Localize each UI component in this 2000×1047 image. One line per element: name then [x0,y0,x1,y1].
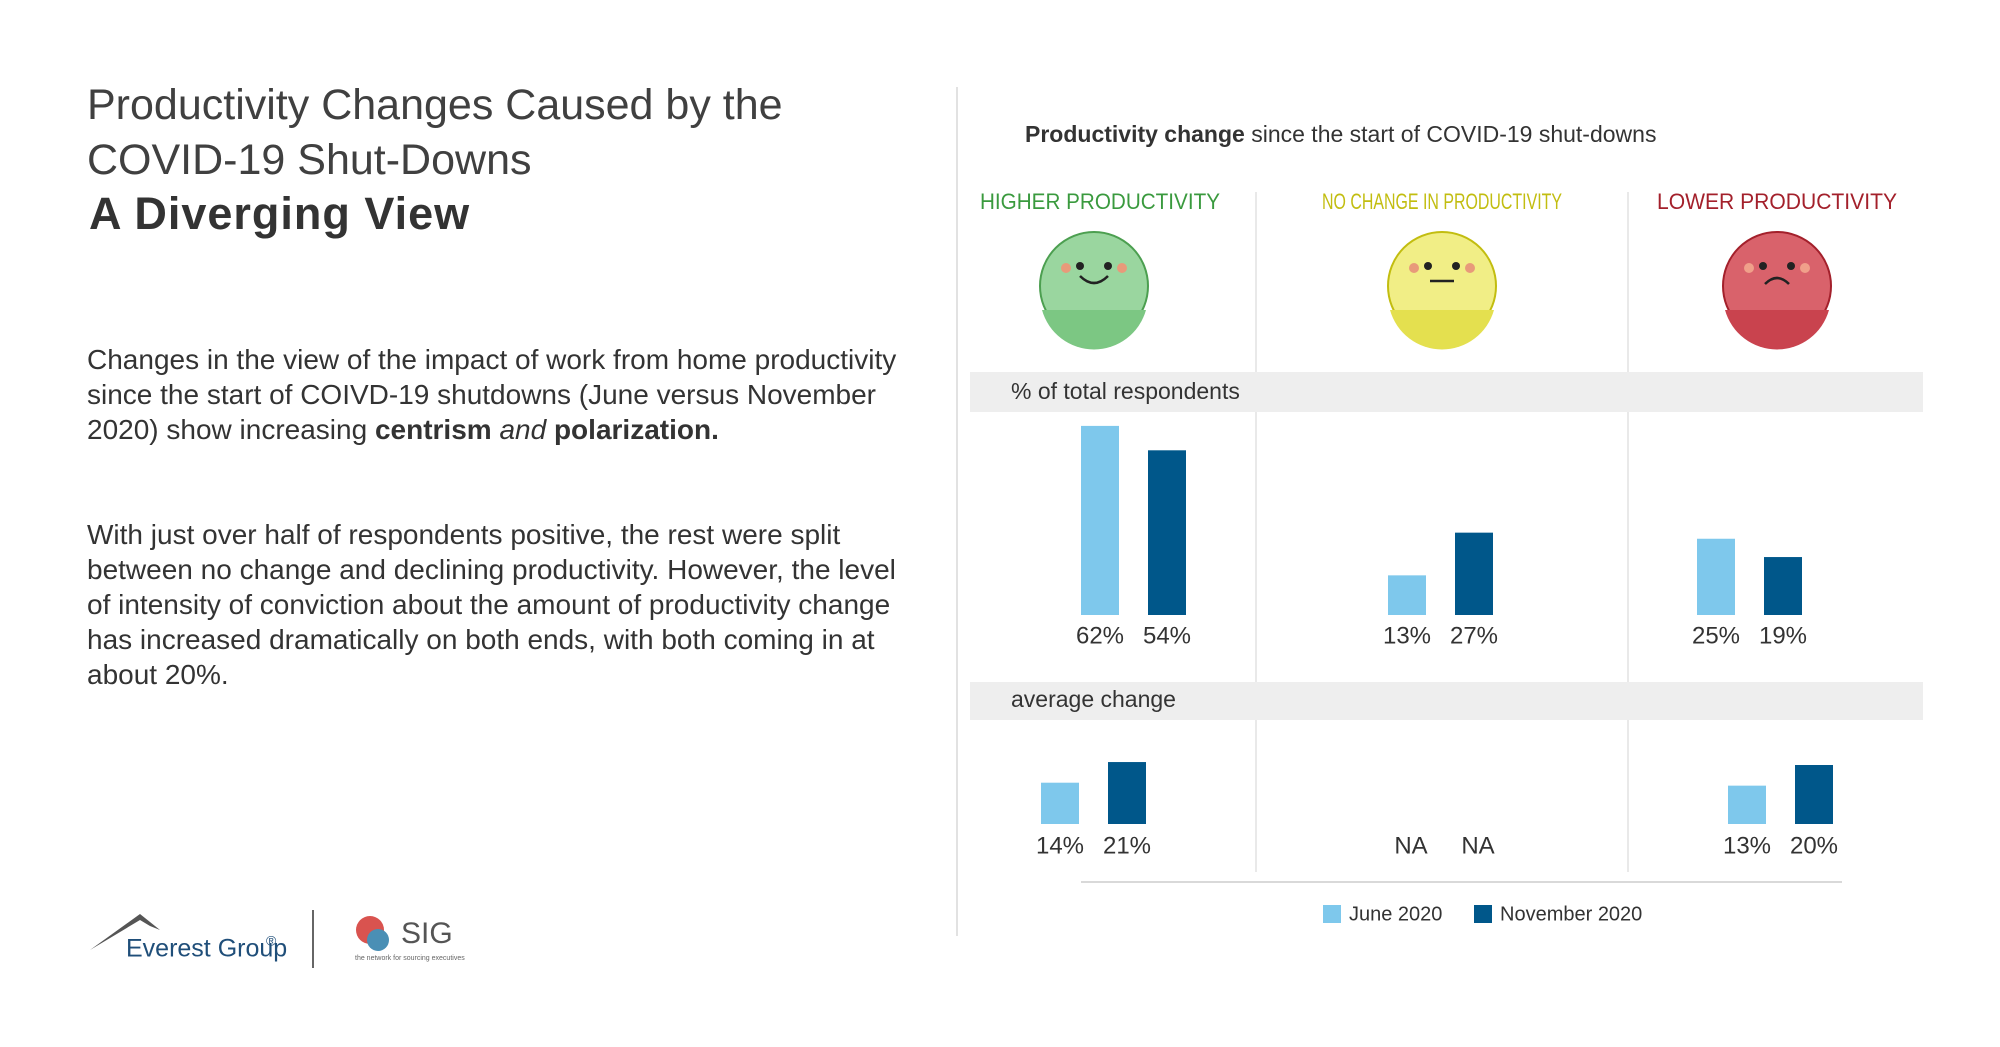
bar [1041,782,1079,824]
bar [1697,538,1735,615]
chart-title-bold: Productivity change [1025,121,1245,147]
value-label: 27% [1450,622,1498,649]
value-label: 19% [1759,622,1807,649]
logo-tagline: the network for sourcing executives [355,955,465,962]
page-subtitle: A Diverging View [89,188,471,239]
bar [1148,450,1186,615]
section-band [970,682,1923,720]
legend-swatch [1474,905,1492,923]
category-header: HIGHER PRODUCTIVITY [980,189,1220,214]
bar [1795,765,1833,824]
neutral-face [1387,231,1497,350]
value-label: 13% [1383,622,1431,649]
legend-label: June 2020 [1349,903,1442,925]
bar [1728,785,1766,824]
logo-mark: ® [266,933,277,949]
sad-face [1722,231,1832,350]
value-label: 20% [1790,832,1838,859]
sig-logo: SIG the network for sourcing executives [355,916,465,962]
everest-logo: Everest Group ® [90,914,287,963]
bar [1108,762,1146,824]
value-label: 62% [1076,622,1124,649]
bar [1764,557,1802,615]
paragraph: With just over half of respondents posit… [87,519,896,690]
value-label: 25% [1692,622,1740,649]
text: Changes in the view of the impact of wor… [87,344,897,445]
paragraph: Changes in the view of the impact of wor… [87,342,907,447]
value-label: NA [1461,832,1494,859]
section-label: average change [1011,686,1176,712]
logo-text: SIG [401,917,453,950]
section-label: % of total respondents [1011,378,1240,404]
value-label: 54% [1143,622,1191,649]
value-label: 21% [1103,832,1151,859]
bar [1081,425,1119,615]
legend-label: November 2020 [1500,903,1642,925]
category-header: NO CHANGE IN PRODUCTIVITY [1322,189,1562,214]
logo-text: Everest Group [126,935,287,963]
bold-text: centrism [374,414,492,445]
bold-text: polarization. [553,414,719,445]
value-label: 13% [1723,832,1771,859]
italic-text: and [499,414,547,445]
legend-swatch [1323,905,1341,923]
title-line: COVID-19 Shut-Downs [87,136,532,184]
bar [1455,532,1493,615]
category-header: LOWER PRODUCTIVITY [1657,189,1897,214]
page-title: Productivity Changes Caused by the COVID… [87,78,783,188]
chart-title-rest: since the start of COVID-19 shut-downs [1251,121,1656,147]
chart-title: Productivity change since the start of C… [1025,121,1656,147]
bar [1388,575,1426,615]
value-label: NA [1394,832,1427,859]
title-line: Productivity Changes Caused by the [87,81,783,129]
value-label: 14% [1036,832,1084,859]
happy-face [1039,231,1149,350]
section-band [970,372,1923,412]
